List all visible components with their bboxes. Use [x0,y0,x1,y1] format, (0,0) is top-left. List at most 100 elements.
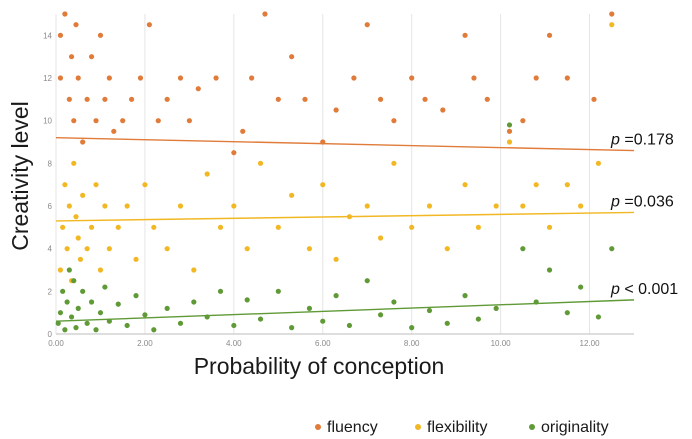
flexibility-point [97,267,104,273]
p-symbol: p [610,281,620,298]
fluency-point [111,128,117,134]
flexibility-point [73,214,79,220]
flexibility-point [506,139,513,145]
p-value-annotation: p =0.178 [610,132,674,149]
fluency-point [106,75,112,81]
flexibility-point [115,224,121,230]
originality-point [391,299,397,305]
originality-point [409,325,415,331]
p-symbol: p [610,132,620,149]
flexibility-point [60,224,66,230]
fluency-point [302,96,308,102]
fluency-point [128,96,135,102]
originality-point [164,305,170,311]
originality-point [333,293,339,299]
fluency-point [75,75,81,81]
x-tick-label: 6.00 [315,339,331,348]
originality-point [75,305,81,311]
originality-point [257,316,264,322]
originality-point [609,246,615,252]
grid-lines [55,14,591,334]
originality-point [62,327,68,333]
fluency-point [471,75,477,81]
y-tick-label: 0 [48,330,53,339]
fluency-point [422,96,428,102]
originality-point [275,288,281,294]
flexibility-point [102,203,108,209]
fluency-point [333,107,339,113]
fluency-point [137,75,144,81]
p-value-text: < 0.001 [620,281,678,298]
flexibility-point [177,203,184,209]
originality-point [55,320,61,326]
flexibility-point [306,246,313,252]
trend-lines [55,137,635,322]
flexibility-point [84,246,90,252]
y-tick-label: 12 [43,74,52,83]
fluency-point [213,75,219,81]
flexibility-point [333,256,339,262]
originality-point [564,310,570,316]
fluency-point [391,118,397,124]
flexibility-point [93,182,99,188]
fluency-legend-marker [315,424,321,430]
originality-point [60,288,66,294]
flexibility-point [80,192,86,198]
y-tick-label: 8 [48,159,53,168]
p-value-text: =0.036 [620,193,674,210]
fluency-point [289,54,295,60]
originality-point [377,312,384,318]
fluency-point [155,118,161,124]
originality-point [289,325,295,331]
p-value-annotation: p < 0.001 [610,281,678,298]
flexibility-point [289,192,295,198]
flexibility-point [142,182,148,188]
flexibility-point [77,256,84,262]
x-tick-label: 0.00 [48,339,64,348]
flexibility-point [66,203,72,209]
flexibility-point [493,203,499,209]
originality-point [142,312,148,318]
originality-point [73,325,79,331]
flexibility-point [426,203,433,209]
legend: fluency flexibility originality [315,419,609,436]
originality-point [595,314,602,320]
originality-point [426,307,433,314]
x-tick-label: 8.00 [404,339,420,348]
fluency-point [71,118,77,124]
fluency-point [62,11,68,17]
legend-label-fluency: fluency [327,419,378,436]
flexibility-point [88,224,95,230]
fluency-point [84,96,90,102]
fluency-point [240,128,246,134]
flexibility-point [364,203,370,209]
flexibility-point [124,203,130,209]
flexibility-point [151,224,157,230]
fluency-point [533,75,539,81]
originality-point [88,299,95,305]
originality-point [115,301,121,307]
y-tick-label: 6 [48,202,53,211]
fluency-point [609,11,615,17]
flexibility-point [595,160,602,166]
flexibility-point [564,182,570,188]
fluency-point [97,32,104,38]
flexibility-trend-line [55,211,635,222]
fluency-point [73,22,79,28]
originality-point [191,299,197,305]
y-tick-label: 14 [43,31,52,40]
legend-label-flexibility: flexibility [427,419,487,436]
fluency-point [546,32,553,38]
fluency-point [377,96,384,102]
fluency-point [409,75,415,81]
flexibility-point [231,203,237,209]
originality-point [57,310,64,316]
flexibility-point [71,160,77,166]
fluency-point [57,32,64,38]
fluency-point [146,22,152,28]
originality-point [68,314,75,320]
legend-label-originality: originality [541,419,609,436]
flexibility-point [609,22,615,28]
originality-point [444,320,450,326]
